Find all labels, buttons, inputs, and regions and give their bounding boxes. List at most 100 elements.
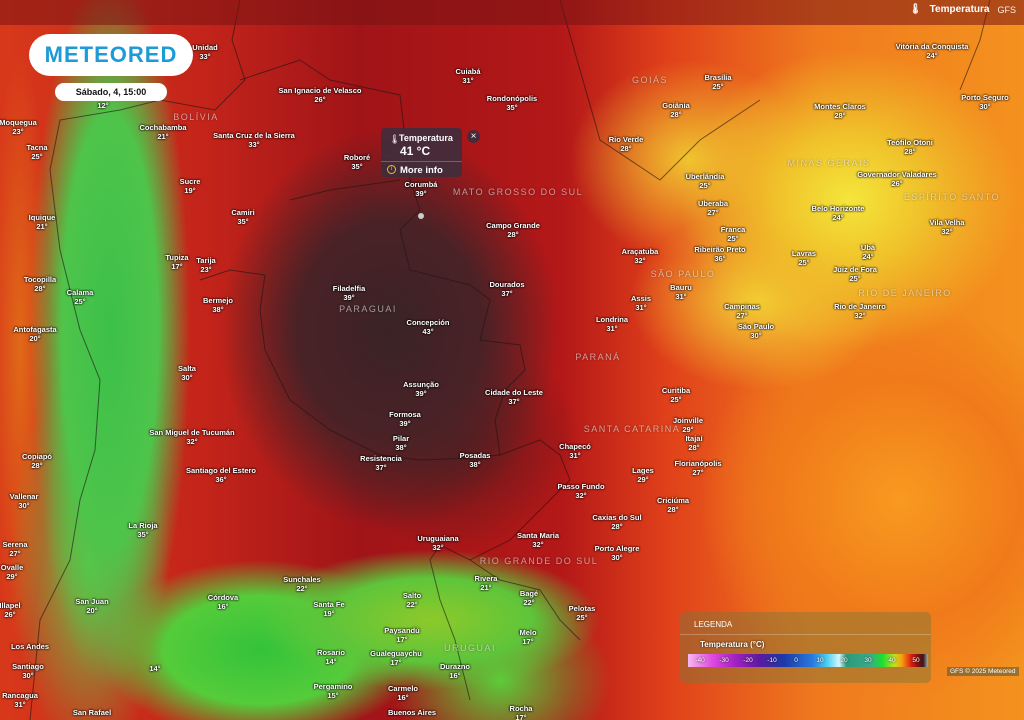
city-label[interactable]: Ovalle 29° (1, 563, 24, 581)
city-label[interactable]: Lages 29° (632, 466, 654, 484)
city-label[interactable]: Tacna 25° (26, 143, 47, 161)
city-label[interactable]: Copiapó 28° (22, 452, 52, 470)
city-label[interactable]: Corumbá 39° (405, 180, 438, 198)
city-label[interactable]: Rio de Janeiro 32° (834, 302, 886, 320)
city-label[interactable]: Caxias do Sul 28° (592, 513, 641, 531)
city-label[interactable]: Roboré 35° (344, 153, 370, 171)
city-label[interactable]: Uruguaiana 32° (417, 534, 458, 552)
city-label[interactable]: Salto 22° (403, 591, 421, 609)
city-label[interactable]: Tarija 23° (196, 256, 215, 274)
city-label[interactable]: Formosa 39° (389, 410, 421, 428)
city-label[interactable]: Montes Claros 28° (814, 102, 866, 120)
city-label[interactable]: Los Andes (11, 642, 49, 651)
city-label[interactable]: Durazno 16° (440, 662, 470, 680)
city-label[interactable]: Santiago 30° (12, 662, 44, 680)
city-label[interactable]: Illapel 26° (0, 601, 21, 619)
city-label[interactable]: San Ignacio de Velasco 26° (279, 86, 362, 104)
city-label[interactable]: La Rioja 35° (128, 521, 157, 539)
city-label[interactable]: Pergamino 15° (314, 682, 353, 700)
city-label[interactable]: Rocha 17° (510, 704, 533, 720)
city-label[interactable]: Vila Velha 32° (930, 218, 965, 236)
city-label[interactable]: San Miguel de Tucumán 32° (149, 428, 234, 446)
city-label[interactable]: Pelotas 25° (569, 604, 596, 622)
model-label[interactable]: GFS (997, 4, 1016, 15)
city-label[interactable]: Ribeirão Preto 36° (694, 245, 745, 263)
city-label[interactable]: Rondonópolis 35° (487, 94, 537, 112)
city-label[interactable]: Brasília 25° (704, 73, 731, 91)
city-label[interactable]: Joinville 29° (673, 416, 703, 434)
city-label[interactable]: Londrina 31° (596, 315, 628, 333)
city-label[interactable]: Teófilo Otoni 28° (887, 138, 933, 156)
city-label[interactable]: Filadelfia 39° (333, 284, 366, 302)
city-label[interactable]: Rosario 14° (317, 648, 345, 666)
city-label[interactable]: Iquique 21° (29, 213, 56, 231)
city-label[interactable]: Bermejo 38° (203, 296, 233, 314)
city-label[interactable]: Porto Alegre 30° (595, 544, 640, 562)
city-label[interactable]: Cuiabá 31° (455, 67, 480, 85)
city-label[interactable]: Buenos Aires (388, 708, 436, 717)
city-label[interactable]: Criciúma 28° (657, 496, 689, 514)
city-label[interactable]: Franca 25° (721, 225, 746, 243)
city-label[interactable]: Cochabamba 21° (139, 123, 186, 141)
city-label[interactable]: Santiago del Estero 36° (186, 466, 256, 484)
city-label[interactable]: Calama 25° (67, 288, 94, 306)
city-label[interactable]: Dourados 37° (489, 280, 524, 298)
city-label[interactable]: Salta 30° (178, 364, 196, 382)
city-label[interactable]: Antofagasta 20° (13, 325, 56, 343)
city-label[interactable]: Ubá 24° (861, 243, 875, 261)
city-label[interactable]: San Juan 20° (75, 597, 108, 615)
forecast-datetime[interactable]: Sábado, 4, 15:00 (55, 83, 167, 101)
city-label[interactable]: Bagé 22° (520, 589, 538, 607)
city-label[interactable]: Sucre 19° (180, 177, 201, 195)
city-label[interactable]: Córdova 16° (208, 593, 238, 611)
city-label[interactable]: Florianópolis 27° (674, 459, 721, 477)
city-label[interactable]: Camiri 35° (231, 208, 254, 226)
city-label[interactable]: Santa Maria 32° (517, 531, 559, 549)
city-label[interactable]: Paysandú 17° (384, 626, 419, 644)
city-label[interactable]: Campo Grande 28° (486, 221, 540, 239)
city-label[interactable]: Santa Fe 19° (313, 600, 344, 618)
city-label[interactable]: São Paulo 30° (738, 322, 774, 340)
popup-close-button[interactable]: × (467, 130, 480, 143)
city-label[interactable]: Goiânia 28° (662, 101, 690, 119)
city-label[interactable]: Pilar 38° (393, 434, 409, 452)
city-label[interactable]: Gualeguaychu 17° (370, 649, 422, 667)
city-label[interactable]: Chapecó 31° (559, 442, 591, 460)
city-label[interactable]: San Rafael (73, 708, 111, 717)
city-label[interactable]: Rancagua 31° (2, 691, 38, 709)
city-label[interactable]: Sunchales 22° (283, 575, 321, 593)
city-label[interactable]: Araçatuba 32° (622, 247, 659, 265)
meteored-logo[interactable]: METEORED (29, 34, 193, 76)
selected-location-marker[interactable] (418, 213, 424, 219)
city-label[interactable]: Porto Seguro 30° (961, 93, 1009, 111)
city-label[interactable]: Resistencia 37° (360, 454, 402, 472)
city-label[interactable]: Itajaí 28° (685, 434, 702, 452)
city-label[interactable]: Serena 27° (2, 540, 27, 558)
city-label[interactable]: Concepción 43° (407, 318, 450, 336)
city-label[interactable]: Rivera 21° (475, 574, 498, 592)
city-label[interactable]: Posadas 38° (460, 451, 491, 469)
city-label[interactable]: Curitiba 25° (662, 386, 690, 404)
city-label[interactable]: Belo Horizonte 24° (812, 204, 865, 222)
city-label[interactable]: Rio Verde 28° (609, 135, 644, 153)
city-label[interactable]: Passo Fundo 32° (557, 482, 604, 500)
city-label[interactable]: Lavras 25° (792, 249, 816, 267)
more-info-link[interactable]: More info (400, 165, 443, 176)
city-label[interactable]: Uberlândia 25° (686, 172, 725, 190)
city-label[interactable]: Uberaba 27° (698, 199, 728, 217)
city-label[interactable]: Juiz de Fora 25° (833, 265, 877, 283)
city-label[interactable]: Santa Cruz de la Sierra 33° (213, 131, 295, 149)
city-label[interactable]: Carmelo 16° (388, 684, 418, 702)
city-label[interactable]: 12° (97, 101, 108, 110)
city-label[interactable]: Melo 17° (519, 628, 536, 646)
city-label[interactable]: Campinas 27° (724, 302, 760, 320)
layer-selector[interactable]: 🌡 Temperatura GFS (909, 4, 1016, 15)
city-label[interactable]: Moquegua 23° (0, 118, 37, 136)
city-label[interactable]: Vitória da Conquista 24° (896, 42, 969, 60)
city-label[interactable]: Governador Valadares 26° (857, 170, 937, 188)
city-label[interactable]: Tupiza 17° (165, 253, 188, 271)
city-label[interactable]: Assis 31° (631, 294, 651, 312)
city-label[interactable]: Cidade do Leste 37° (485, 388, 543, 406)
city-label[interactable]: Assunção 39° (403, 380, 439, 398)
